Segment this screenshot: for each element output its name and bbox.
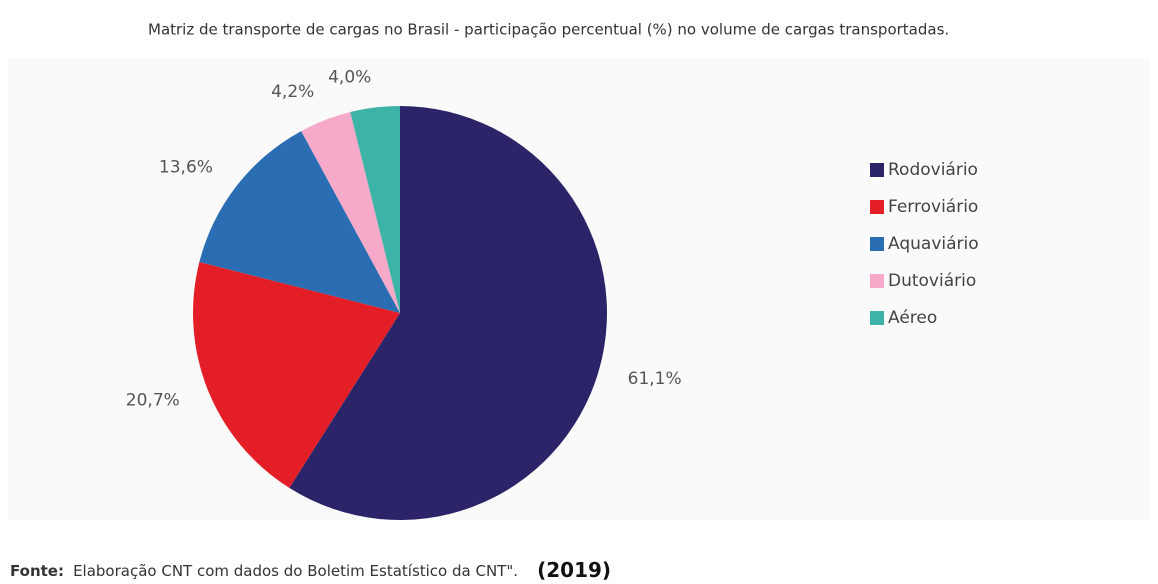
- chart-title: Matriz de transporte de cargas no Brasil…: [148, 21, 949, 39]
- legend-swatch: [870, 163, 884, 177]
- legend-label: Aéreo: [888, 308, 937, 328]
- pie-slice: [193, 262, 400, 488]
- data-label: 4,0%: [328, 68, 371, 88]
- legend-swatch: [870, 274, 884, 288]
- data-label: 4,2%: [271, 82, 314, 102]
- source-text: Elaboração CNT com dados do Boletim Esta…: [73, 562, 518, 580]
- legend-swatch: [870, 237, 884, 251]
- data-label: 20,7%: [126, 391, 180, 411]
- pie-slice: [289, 106, 608, 520]
- source-label: Fonte:: [10, 562, 64, 580]
- pie-slice: [301, 112, 400, 313]
- data-label: 13,6%: [159, 157, 213, 177]
- source: Fonte: Elaboração CNT com dados do Bolet…: [10, 558, 611, 582]
- pie-slice: [199, 131, 400, 313]
- legend-swatch: [870, 200, 884, 214]
- data-label: 61,1%: [628, 369, 682, 389]
- pie-slice: [350, 106, 400, 313]
- legend-swatch: [870, 311, 884, 325]
- legend-label: Dutoviário: [888, 271, 976, 291]
- legend-label: Ferroviário: [888, 197, 978, 217]
- source-year: (2019): [537, 558, 611, 582]
- legend-label: Aquaviário: [888, 234, 979, 254]
- legend-label: Rodoviário: [888, 160, 978, 180]
